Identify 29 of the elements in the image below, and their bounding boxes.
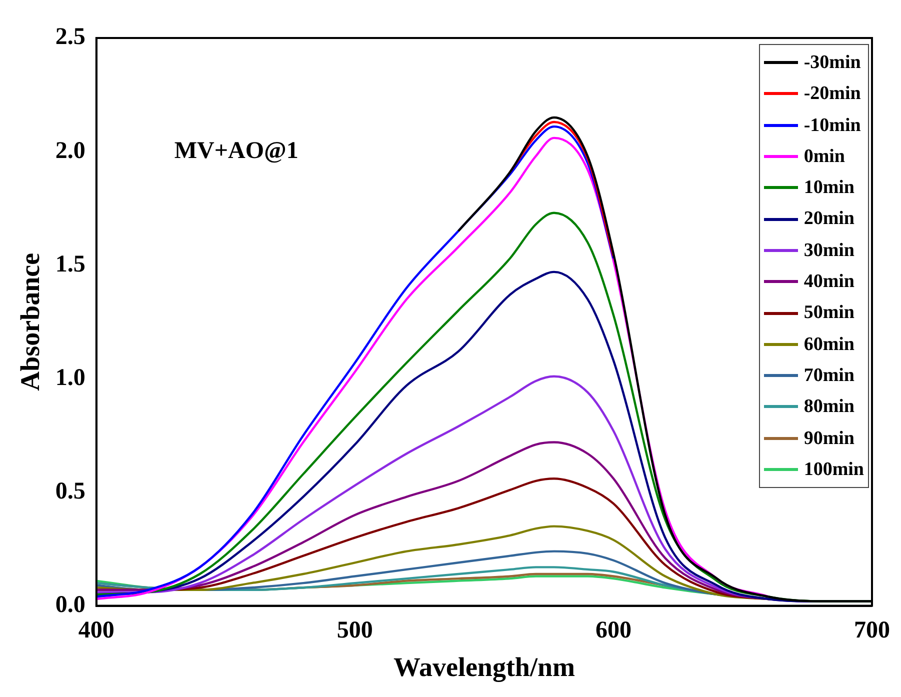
x-tick-label: 500 — [336, 617, 373, 644]
legend-label: 30min — [804, 238, 854, 263]
legend-label: 70min — [804, 364, 854, 388]
y-axis-title: Absorbance — [15, 252, 46, 391]
legend-label: -30min — [804, 51, 861, 75]
x-tick-label: 700 — [854, 617, 890, 644]
legend-label: 0min — [804, 144, 845, 169]
legend-label: -20min — [804, 82, 861, 106]
legend-label: 50min — [804, 301, 854, 326]
legend-label: 90min — [804, 426, 854, 451]
y-tick-label: 1.5 — [55, 251, 86, 278]
legend-label: 20min — [804, 207, 854, 232]
legend-label: 10min — [804, 176, 854, 200]
y-tick-label: 1.0 — [55, 364, 86, 391]
y-tick-label: 0.5 — [55, 478, 86, 504]
annotation: MV+AO@1 — [174, 138, 298, 164]
legend-label: -10min — [804, 114, 861, 138]
y-tick-label: 2.5 — [55, 24, 86, 50]
x-axis-title: Wavelength/nm — [393, 652, 576, 682]
x-tick-label: 400 — [78, 617, 114, 644]
line-series — [96, 125, 615, 598]
legend-label: 100min — [804, 458, 864, 482]
legend-label: 40min — [804, 270, 854, 294]
line-series — [96, 136, 770, 600]
legend-label: 80min — [804, 395, 854, 420]
y-tick-label: 2.0 — [55, 138, 86, 164]
y-tick-label: 0.0 — [55, 592, 86, 618]
x-tick-label: 600 — [595, 617, 632, 644]
legend-label: 60min — [804, 332, 854, 357]
